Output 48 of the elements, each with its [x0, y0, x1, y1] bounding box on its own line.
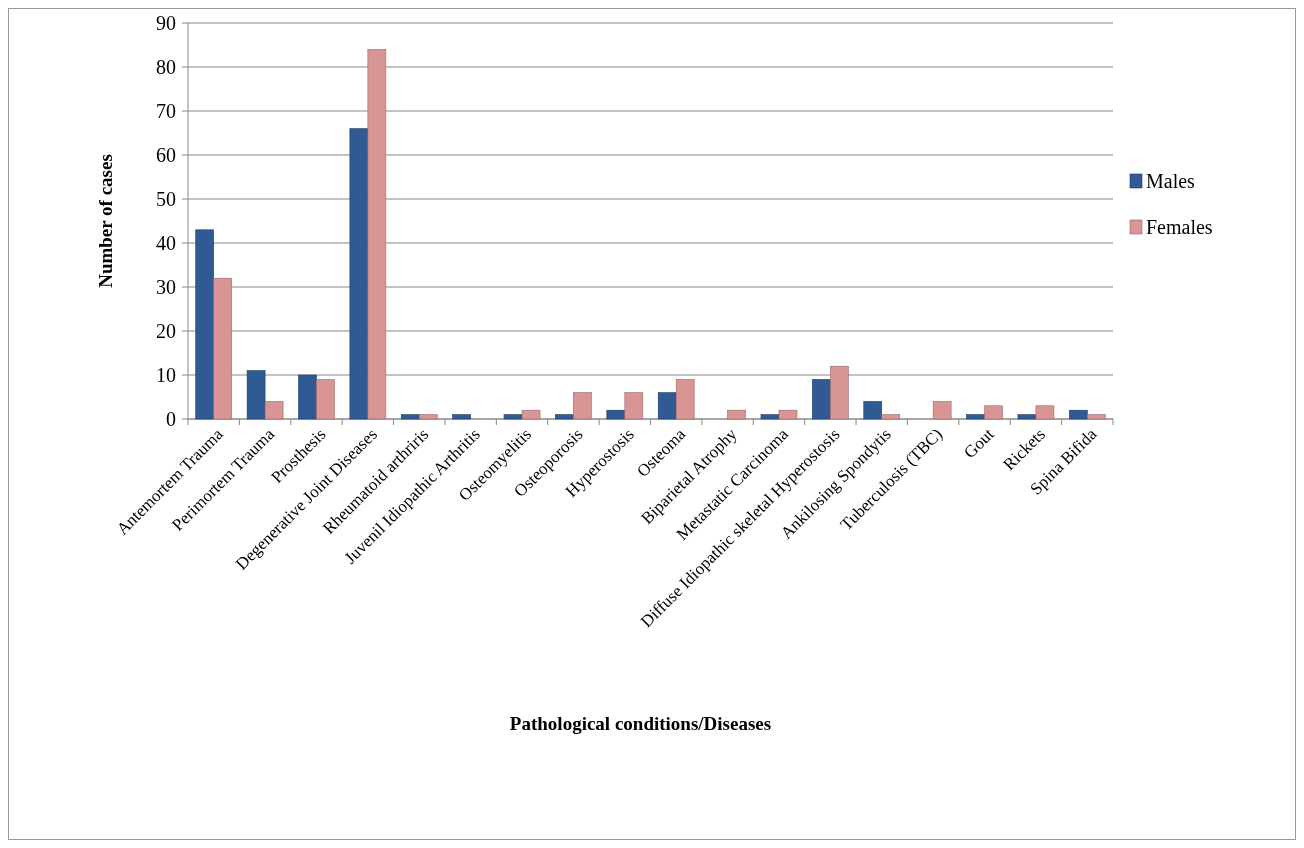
bar	[778, 409, 798, 420]
x-tick-label: Gout	[960, 424, 998, 463]
bar	[624, 392, 644, 420]
bar	[657, 392, 677, 420]
y-tick-label: 60	[156, 144, 176, 166]
legend-label: Females	[1146, 216, 1213, 238]
bar	[760, 414, 780, 420]
bar	[1035, 405, 1055, 420]
bar	[1087, 414, 1106, 420]
bar	[316, 379, 335, 420]
bar	[984, 405, 1003, 420]
y-tick-label: 20	[156, 320, 176, 342]
bar	[521, 409, 541, 420]
bar	[812, 379, 831, 420]
bar	[932, 401, 952, 420]
bar	[452, 414, 471, 420]
y-tick-label: 10	[156, 364, 176, 386]
y-tick-label: 50	[156, 188, 176, 210]
bar	[863, 401, 883, 420]
y-tick-label: 30	[156, 276, 176, 298]
bar	[830, 365, 849, 420]
bar	[1069, 409, 1088, 420]
bar	[367, 49, 387, 420]
y-tick-label: 80	[156, 56, 176, 78]
bar	[727, 409, 746, 420]
y-tick-label: 90	[156, 12, 176, 34]
bar	[213, 277, 232, 420]
bar	[400, 414, 420, 420]
y-tick-label: 70	[156, 100, 176, 122]
y-axis-title: Number of cases	[95, 154, 116, 288]
bar	[881, 414, 901, 420]
bar	[298, 374, 317, 420]
bar	[555, 414, 574, 420]
bar	[246, 370, 266, 420]
bar	[195, 229, 214, 420]
bar	[503, 414, 523, 420]
bar	[606, 409, 626, 420]
bar	[264, 401, 284, 420]
bar	[966, 414, 985, 420]
x-axis-title: Pathological conditions/Diseases	[509, 713, 772, 734]
bar	[675, 379, 695, 420]
bar	[1017, 414, 1037, 420]
bar	[349, 128, 369, 420]
legend-label: Males	[1146, 170, 1196, 192]
bar	[573, 392, 592, 420]
bar	[418, 414, 438, 420]
y-tick-label: 40	[156, 232, 176, 254]
y-tick-label: 0	[166, 408, 176, 430]
